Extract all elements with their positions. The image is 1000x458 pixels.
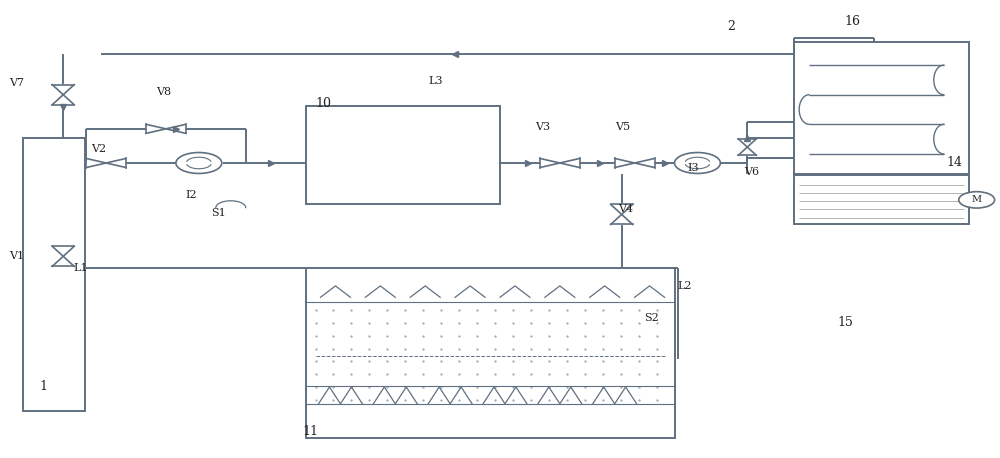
Circle shape (675, 153, 720, 174)
Circle shape (176, 153, 222, 174)
Bar (306, 267, 675, 438)
Text: I3: I3 (687, 163, 699, 173)
Text: S1: S1 (211, 208, 226, 218)
Text: V5: V5 (615, 121, 630, 131)
Polygon shape (611, 204, 633, 224)
Polygon shape (540, 158, 580, 168)
Text: S2: S2 (645, 313, 659, 323)
Text: M: M (972, 196, 982, 204)
Text: 2: 2 (727, 20, 735, 33)
Bar (306, 106, 500, 204)
Bar (794, 42, 969, 174)
Polygon shape (738, 139, 756, 155)
Text: 16: 16 (844, 16, 860, 28)
Text: I2: I2 (186, 190, 197, 200)
Text: 15: 15 (837, 316, 853, 329)
Text: V1: V1 (9, 251, 24, 262)
Bar (23, 138, 85, 411)
Text: V4: V4 (618, 203, 633, 213)
Text: L1: L1 (73, 263, 88, 273)
Text: 10: 10 (316, 97, 332, 110)
Text: V3: V3 (535, 121, 550, 131)
Polygon shape (615, 158, 655, 168)
Polygon shape (86, 158, 126, 168)
Text: V7: V7 (9, 78, 24, 88)
Bar (794, 175, 969, 224)
Text: V6: V6 (744, 167, 759, 177)
Text: L3: L3 (428, 76, 443, 86)
Text: 11: 11 (303, 425, 319, 438)
Circle shape (959, 191, 995, 208)
Text: V8: V8 (156, 87, 171, 98)
Polygon shape (146, 124, 186, 133)
Text: 1: 1 (39, 380, 47, 393)
Text: 14: 14 (947, 157, 963, 169)
Text: V2: V2 (91, 144, 106, 154)
Polygon shape (52, 85, 74, 105)
Polygon shape (52, 246, 74, 267)
Text: L2: L2 (678, 281, 692, 291)
